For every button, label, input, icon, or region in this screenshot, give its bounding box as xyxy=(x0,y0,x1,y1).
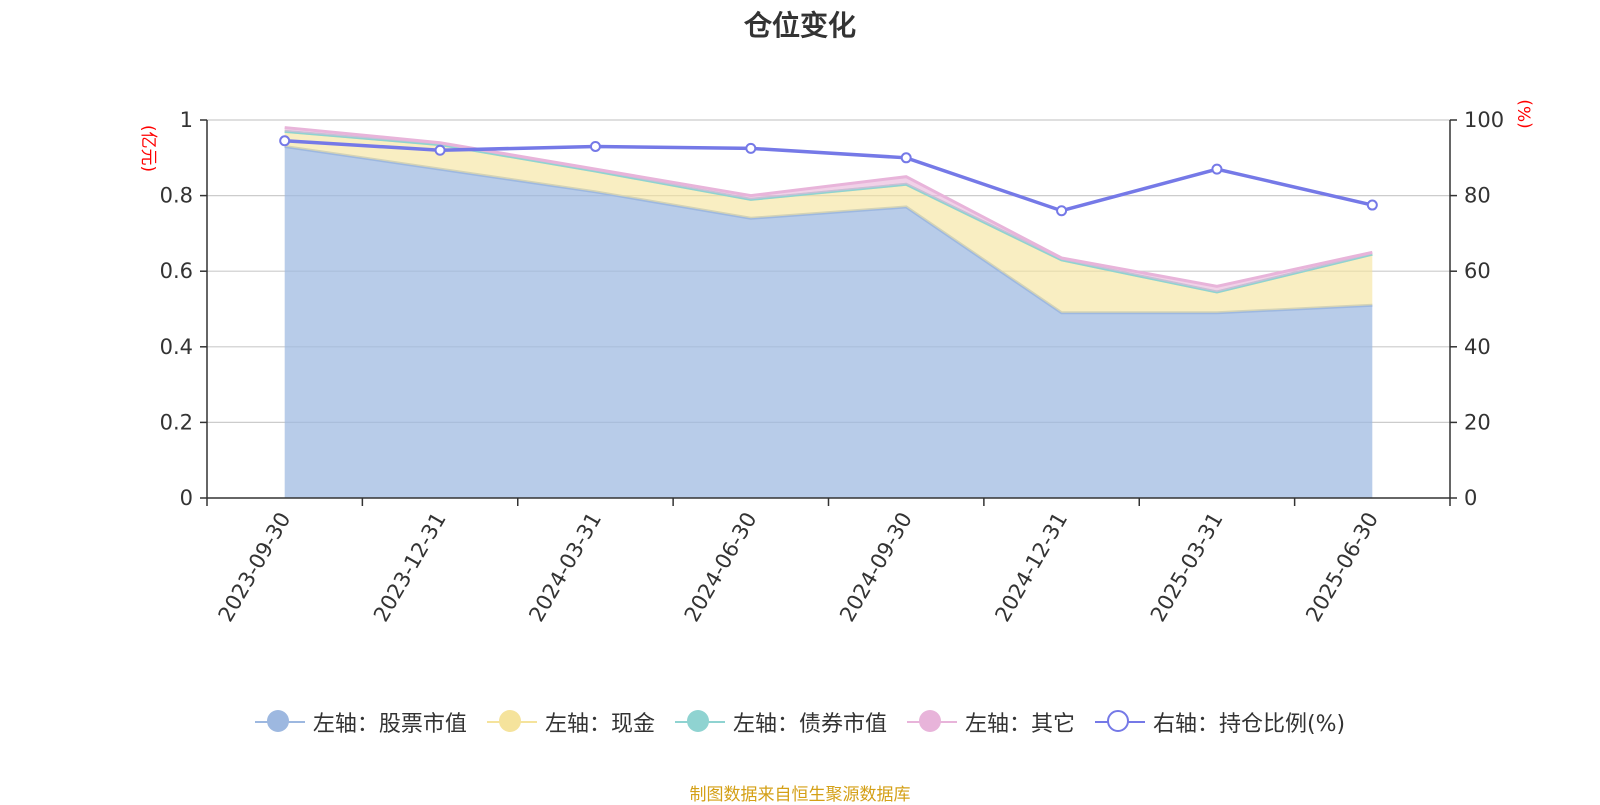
source-note: 制图数据来自恒生聚源数据库 xyxy=(689,785,911,805)
edge-line-other xyxy=(284,126,1373,288)
ratio-line xyxy=(284,139,1373,213)
legend-label: 左轴：债券市值 xyxy=(732,712,887,737)
x-tick-label: 2023-12-31 xyxy=(369,508,451,626)
ratio-point xyxy=(1366,199,1378,211)
area-stock xyxy=(284,146,1373,498)
legend-label: 左轴：现金 xyxy=(544,712,655,737)
ratio-point xyxy=(1211,163,1223,175)
y-left-tick-label: 0.8 xyxy=(160,184,193,208)
legend-item-cash[interactable]: 左轴：现金 xyxy=(486,706,655,738)
x-tick-label: 2025-03-31 xyxy=(1146,508,1228,626)
y-left-unit-label: (亿元) xyxy=(138,124,159,173)
y-left-tick-label: 0.6 xyxy=(160,259,193,283)
chart-canvas: 0 0.2 0.4 0.6 0.8 1 0 20 40 60 80 100 2023-09-30 2023… xyxy=(160,108,1505,626)
x-tick-label: 2024-12-31 xyxy=(990,508,1072,626)
legend-other-circle-icon xyxy=(906,710,957,734)
legend-item-ratio[interactable]: 右轴：持仓比例(%) xyxy=(1094,706,1346,738)
chart-title: 仓位变化 xyxy=(743,9,856,42)
stacked-areas xyxy=(284,126,1373,498)
ratio-point xyxy=(745,142,757,154)
legend-label: 右轴：持仓比例(%) xyxy=(1152,712,1346,737)
x-tick-label: 2025-06-30 xyxy=(1301,508,1383,626)
ratio-point xyxy=(1056,205,1068,217)
y-right-tick-label: 20 xyxy=(1464,410,1491,434)
legend-cash-circle-icon xyxy=(486,710,537,734)
legend-item-other[interactable]: 左轴：其它 xyxy=(906,706,1075,738)
y-right-tick-label: 80 xyxy=(1464,184,1491,208)
ratio-point xyxy=(589,140,601,152)
y-left-tick-label: 0.4 xyxy=(160,335,193,359)
y-left-tick-label: 1 xyxy=(180,108,193,132)
y-right-tick-label: 60 xyxy=(1464,259,1491,283)
x-tick-label: 2024-09-30 xyxy=(835,508,917,626)
ratio-point xyxy=(900,152,912,164)
y-left-tick-label: 0.2 xyxy=(160,410,193,434)
y-left-tick-label: 0 xyxy=(180,486,193,510)
ratio-point xyxy=(434,144,446,156)
legend-stock-circle-icon xyxy=(254,710,305,734)
legend-bond-circle-icon xyxy=(674,710,725,734)
ratio-point xyxy=(279,135,291,147)
legend-item-stock[interactable]: 左轴：股票市值 xyxy=(254,706,467,738)
y-right-unit-label: (%) xyxy=(1515,99,1536,129)
legend-ratio-hollow-circle-icon xyxy=(1094,710,1145,734)
x-tick-label: 2024-06-30 xyxy=(680,508,762,626)
x-tick-label: 2023-09-30 xyxy=(214,508,296,626)
area-cash xyxy=(284,131,1373,313)
x-tick-label: 2024-03-31 xyxy=(524,508,606,626)
legend: 左轴：股票市值 左轴：现金 左轴：债券市值 左轴：其它 右轴：持仓比例(%) xyxy=(0,706,1600,738)
ratio-line-layer xyxy=(279,135,1378,217)
legend-label: 左轴：其它 xyxy=(964,712,1075,737)
y-right-tick-label: 0 xyxy=(1464,486,1477,510)
legend-item-bond[interactable]: 左轴：债券市值 xyxy=(674,706,887,738)
y-right-tick-label: 40 xyxy=(1464,335,1491,359)
legend-label: 左轴：股票市值 xyxy=(312,712,467,737)
y-right-tick-label: 100 xyxy=(1464,108,1504,132)
